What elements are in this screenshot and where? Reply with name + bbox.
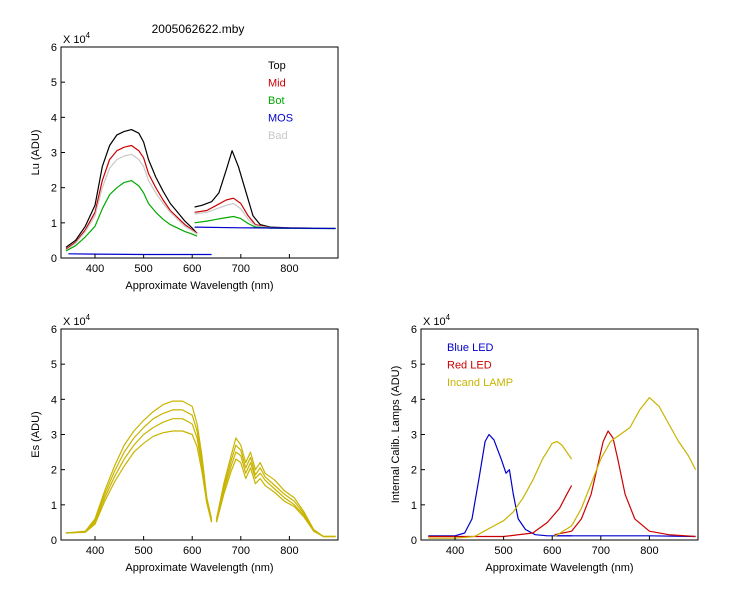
series-line-curve-1-seg-1	[215, 444, 336, 538]
x-axis-label: Approximate Wavelength (nm)	[125, 280, 273, 292]
legend-entry-bot: Bot	[268, 95, 285, 107]
legend-entry-bad: Bad	[268, 130, 288, 142]
x-tick-label: 800	[640, 545, 658, 557]
series-line-red-led-seg-0	[428, 485, 573, 538]
series-line-curve-0-seg-0	[65, 400, 213, 534]
y-tick-label: 1	[51, 218, 57, 230]
y-tick-label: 5	[51, 77, 57, 89]
y-tick-label: 6	[51, 42, 57, 54]
series-line-bad-seg-1	[194, 202, 336, 229]
series-line-curve-0-seg-1	[215, 437, 336, 538]
y-tick-label: 3	[411, 430, 417, 442]
x-tick-label: 600	[183, 545, 201, 557]
plot-frame	[60, 46, 339, 259]
y-tick-label: 1	[411, 500, 417, 512]
series-lines	[428, 397, 697, 539]
series-line-blue-led-seg-1	[554, 535, 696, 538]
series-line-red-led-seg-1	[554, 430, 696, 538]
y-tick-label: 2	[51, 465, 57, 477]
legend-entry-incand-lamp: Incand LAMP	[447, 377, 513, 389]
series-lines	[65, 400, 336, 538]
y-tick-label: 5	[51, 359, 57, 371]
x-axis-label: Approximate Wavelength (nm)	[485, 562, 633, 574]
y-axis-label: Internal Calib. Lamps (ADU)	[390, 366, 402, 504]
y-tick-label: 1	[51, 500, 57, 512]
y-tick-label: 3	[51, 148, 57, 160]
series-line-incand-lamp-seg-1	[554, 397, 697, 538]
series-line-mid-seg-0	[65, 144, 198, 250]
y-tick-label: 2	[411, 465, 417, 477]
x-tick-label: 400	[446, 545, 464, 557]
legend-entry-mid: Mid	[268, 78, 286, 90]
series-line-curve-3-seg-1	[215, 458, 336, 538]
legend-entry-red-led: Red LED	[447, 360, 492, 372]
y-axis-label: Lu (ADU)	[30, 130, 42, 176]
series-line-curve-2-seg-0	[65, 418, 213, 534]
y-scale-exponent: 4	[86, 31, 91, 40]
y-tick-label: 0	[51, 535, 57, 547]
x-tick-label: 400	[86, 263, 104, 275]
y-tick-label: 4	[51, 394, 57, 406]
y-tick-label: 5	[411, 359, 417, 371]
x-tick-label: 600	[543, 545, 561, 557]
y-scale-exponent: 4	[446, 313, 451, 322]
series-line-bot-seg-0	[65, 180, 198, 252]
series-line-bad-seg-0	[65, 153, 198, 251]
legend: Blue LED Red LED Incand LAMP	[447, 342, 513, 389]
series-line-blue-led-seg-0	[428, 433, 572, 537]
chart-title: 2005062622.mby	[152, 22, 245, 36]
x-axis-label: Approximate Wavelength (nm)	[125, 562, 273, 574]
y-tick-label: 0	[411, 535, 417, 547]
y-tick-label: 0	[51, 253, 57, 265]
x-tick-label: 700	[232, 263, 250, 275]
series-line-curve-1-seg-0	[65, 409, 213, 534]
series-line-top-seg-1	[194, 150, 336, 229]
x-tick-label: 500	[494, 545, 512, 557]
x-tick-label: 700	[232, 545, 250, 557]
y-axis-label: Es (ADU)	[30, 411, 42, 457]
y-tick-label: 4	[51, 112, 57, 124]
legend-entry-blue-led: Blue LED	[447, 342, 494, 354]
y-tick-label: 6	[51, 324, 57, 336]
x-tick-label: 600	[183, 263, 201, 275]
y-tick-label: 6	[411, 324, 417, 336]
lu-chart-panel: 400 500 600 700 800 0 1 2 3 4 5 6 X 104 Approximate W…	[30, 31, 339, 292]
x-tick-label: 500	[134, 263, 152, 275]
y-tick-label: 2	[51, 183, 57, 195]
y-scale-multiplier: X 104	[63, 313, 91, 328]
legend: Top Mid Bot MOS Bad	[268, 60, 293, 142]
y-tick-label: 4	[411, 394, 417, 406]
series-line-mos-seg-0	[68, 253, 212, 256]
x-tick-label: 700	[592, 545, 610, 557]
series-line-curve-2-seg-1	[215, 451, 336, 538]
y-tick-label: 3	[51, 430, 57, 442]
es-chart-panel: 400 500 600 700 800 0 1 2 3 4 5 6 X 104 Approximate W…	[30, 313, 339, 574]
x-tick-label: 500	[134, 545, 152, 557]
series-line-incand-lamp-seg-0	[428, 440, 573, 539]
y-scale-multiplier: X 104	[63, 31, 91, 46]
lamps-chart-panel: 400 500 600 700 800 0 1 2 3 4 5 6 X 104 Approximate W…	[390, 313, 699, 574]
y-scale-exponent: 4	[86, 313, 91, 322]
x-tick-label: 800	[280, 545, 298, 557]
x-tick-label: 800	[280, 263, 298, 275]
series-line-mos-seg-1	[194, 226, 336, 230]
y-scale-multiplier: X 104	[423, 313, 451, 328]
legend-entry-top: Top	[268, 60, 286, 72]
series-line-top-seg-0	[65, 129, 198, 248]
series-line-mid-seg-1	[194, 197, 336, 229]
legend-entry-mos: MOS	[268, 113, 293, 125]
series-line-curve-3-seg-0	[65, 430, 213, 534]
x-tick-label: 400	[86, 545, 104, 557]
series-lines	[65, 129, 336, 256]
